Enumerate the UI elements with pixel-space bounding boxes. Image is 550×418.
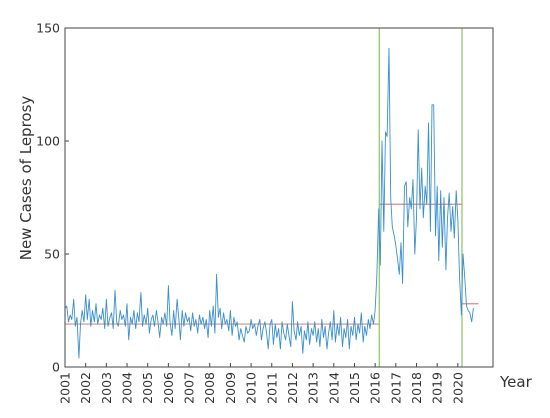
y-tick-label: 150	[36, 21, 60, 36]
x-tick-label: 2011	[264, 372, 279, 404]
x-tick-label: 2007	[182, 372, 197, 404]
plot-frame	[64, 27, 494, 368]
x-tick-label: 2020	[450, 372, 465, 404]
x-tick-label: 2005	[140, 372, 155, 404]
x-tick-label: 2017	[388, 372, 403, 404]
x-tick-label: 2010	[244, 372, 259, 404]
axis-layer: 2001 2002 2003 2004 2005 2006 2007 2008 2009 2010…	[36, 21, 465, 404]
y-tick-label: 0	[52, 360, 60, 375]
x-tick-label: 2016	[368, 372, 383, 404]
x-axis-title: Year	[499, 373, 533, 391]
x-tick-label: 2006	[161, 372, 176, 404]
x-tick-label: 2013	[306, 372, 321, 404]
x-tick-label: 2019	[430, 372, 445, 404]
y-tick-label: 50	[44, 247, 60, 262]
x-tick-label: 2009	[223, 372, 238, 404]
x-tick-label: 2018	[409, 372, 424, 404]
plot-layer	[64, 28, 479, 367]
y-axis-title: New Cases of Leprosy	[17, 96, 35, 261]
cases-series-line	[64, 47, 474, 359]
y-tick-label: 100	[36, 134, 60, 149]
x-tick-label: 2008	[202, 372, 217, 404]
x-tick-label: 2002	[78, 372, 93, 404]
x-tick-label: 2012	[285, 372, 300, 404]
x-tick-label: 2014	[326, 372, 341, 404]
x-tick-label: 2001	[58, 372, 73, 404]
x-tick-label: 2004	[120, 372, 135, 404]
x-tick-label: 2015	[347, 372, 362, 404]
x-tick-label: 2003	[99, 372, 114, 404]
